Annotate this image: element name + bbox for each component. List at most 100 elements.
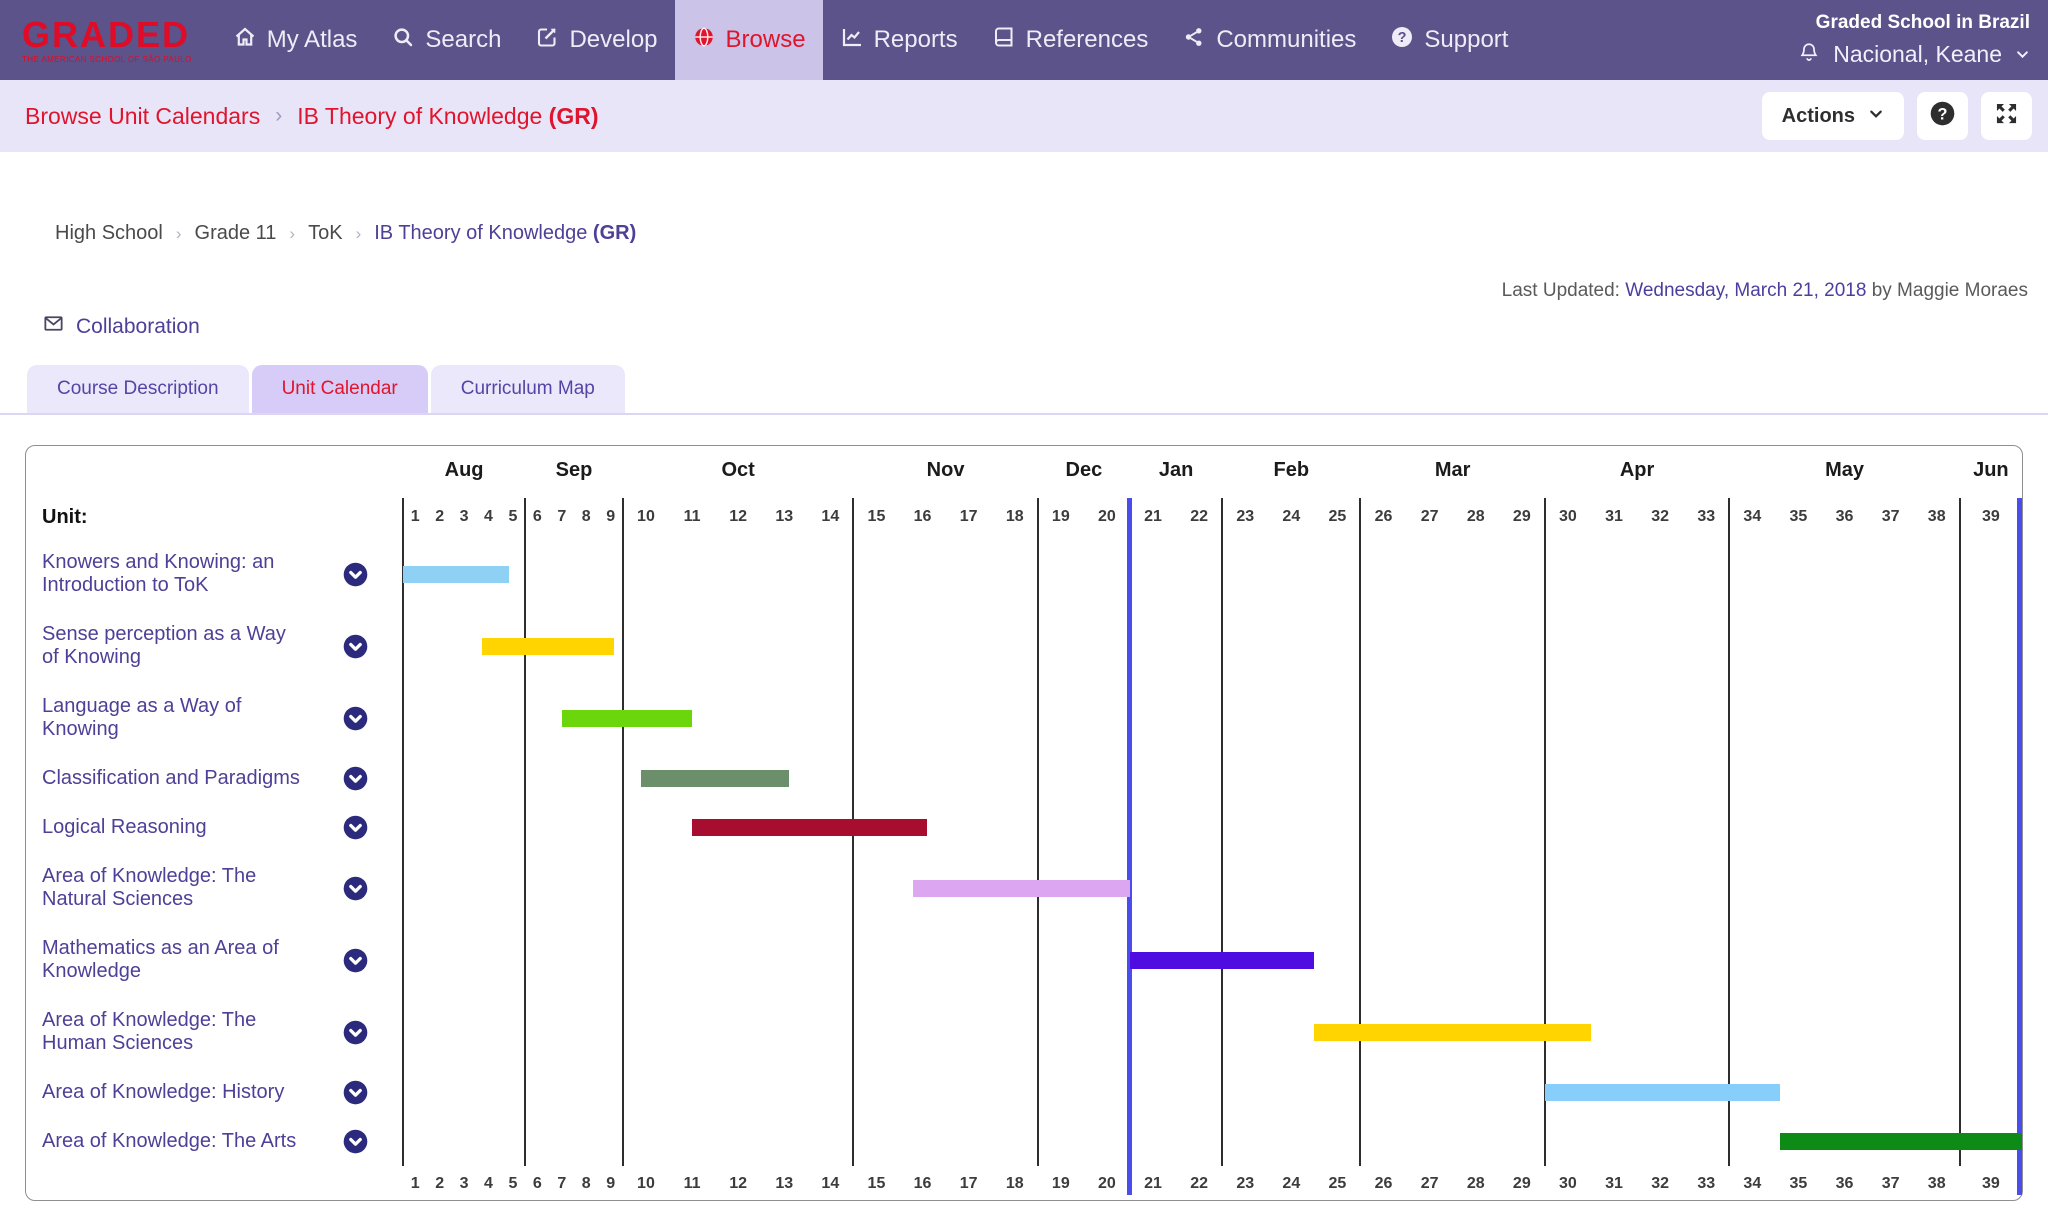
- home-icon: [233, 25, 257, 56]
- path-current-course: IB Theory of Knowledge (GR): [374, 222, 637, 244]
- chevron-circle-down-icon[interactable]: [342, 561, 369, 588]
- unit-name-link[interactable]: Area of Knowledge: The Human Sciences: [42, 1009, 257, 1054]
- nav-label: Develop: [569, 26, 658, 53]
- gantt-bar[interactable]: [1314, 1023, 1591, 1041]
- unit-name-link[interactable]: Knowers and Knowing: an Introduction to …: [42, 551, 275, 596]
- unit-name-link[interactable]: Mathematics as an Area of Knowledge: [42, 937, 279, 982]
- expand-arrows-icon: [1993, 100, 2020, 133]
- bell-icon[interactable]: [1798, 41, 1820, 69]
- actions-button[interactable]: Actions: [1761, 92, 1904, 140]
- month-gridline: [621, 498, 624, 1166]
- logo-tagline: THE AMERICAN SCHOOL OF SÃO PAULO: [22, 54, 192, 64]
- unit-calendar-gantt: Unit: Knowers and Knowing: an Introducti…: [25, 445, 2023, 1201]
- top-nav: GRADED THE AMERICAN SCHOOL OF SÃO PAULO …: [0, 0, 2048, 80]
- chevron-circle-down-icon[interactable]: [342, 1019, 369, 1046]
- nav-label: My Atlas: [266, 26, 358, 53]
- chevron-circle-down-icon[interactable]: [342, 633, 369, 660]
- path-separator: ›: [355, 223, 362, 243]
- week-numbers-footer-row: [26, 1166, 2022, 1200]
- nav-item-search[interactable]: Search: [374, 0, 518, 80]
- gantt-bar[interactable]: [641, 770, 789, 787]
- unit-row: Area of Knowledge: The Natural Sciences: [26, 852, 403, 924]
- breadcrumb-browse-unit-calendars[interactable]: Browse Unit Calendars: [25, 102, 261, 129]
- unit-name-link[interactable]: Classification and Paradigms: [42, 767, 300, 789]
- gantt-bar[interactable]: [1544, 1084, 1780, 1101]
- nav-item-communities[interactable]: Communities: [1165, 0, 1373, 80]
- unit-row: Logical Reasoning: [26, 803, 403, 852]
- unit-name-link[interactable]: Logical Reasoning: [42, 816, 207, 838]
- chevron-circle-down-icon[interactable]: [342, 814, 369, 841]
- user-name: Nacional, Keane: [1833, 41, 2002, 67]
- graded-logo[interactable]: GRADED THE AMERICAN SCHOOL OF SÃO PAULO: [0, 0, 216, 80]
- tabs-divider: [0, 413, 2048, 415]
- globe-icon: [692, 25, 716, 56]
- help-button[interactable]: ?: [1917, 92, 1968, 140]
- nav-item-develop[interactable]: Develop: [518, 0, 674, 80]
- chevron-circle-down-icon[interactable]: [342, 947, 369, 974]
- nav-item-support[interactable]: ? Support: [1373, 0, 1525, 80]
- gantt-bar[interactable]: [1779, 1133, 2022, 1150]
- unit-name-link[interactable]: Area of Knowledge: The Natural Sciences: [42, 865, 257, 910]
- question-circle-icon: ?: [1390, 25, 1414, 56]
- month-gridline: [1036, 498, 1039, 1166]
- unit-row: Area of Knowledge: History: [26, 1068, 403, 1117]
- unit-column-header: Unit:: [42, 506, 88, 528]
- nav-item-reports[interactable]: Reports: [823, 0, 975, 80]
- unit-name-link[interactable]: Area of Knowledge: History: [42, 1081, 285, 1103]
- tab-course-description[interactable]: Course Description: [27, 365, 249, 413]
- path-tok[interactable]: ToK: [308, 222, 343, 244]
- chevron-down-icon: [2015, 41, 2030, 68]
- breadcrumb-separator: ›: [275, 104, 283, 127]
- chart-end-marker: [2017, 498, 2022, 1195]
- nav-item-references[interactable]: References: [975, 0, 1166, 80]
- nav-item-browse[interactable]: Browse: [674, 0, 823, 80]
- course-path-breadcrumb: High School › Grade 11 › ToK › IB Theory of…: [55, 222, 636, 245]
- unit-rows: Knowers and Knowing: an Introduction to …: [26, 538, 403, 1166]
- nav-label: References: [1025, 26, 1149, 53]
- unit-name-link[interactable]: Language as a Way of Knowing: [42, 695, 242, 740]
- unit-row: Knowers and Knowing: an Introduction to …: [26, 538, 403, 610]
- month-gridline: [1221, 498, 1224, 1166]
- chevron-circle-down-icon[interactable]: [342, 1079, 369, 1106]
- share-icon: [1182, 25, 1206, 56]
- unit-name-link[interactable]: Sense perception as a Way of Knowing: [42, 623, 286, 668]
- last-updated-date-link[interactable]: Wednesday, March 21, 2018: [1625, 280, 1867, 301]
- svg-text:?: ?: [1938, 105, 1948, 123]
- school-name: Graded School in Brazil: [1815, 11, 2030, 33]
- unit-name-link[interactable]: Area of Knowledge: The Arts: [42, 1130, 297, 1152]
- gantt-bar[interactable]: [561, 709, 693, 727]
- tab-curriculum-map[interactable]: Curriculum Map: [430, 365, 625, 413]
- chevron-circle-down-icon[interactable]: [342, 705, 369, 732]
- chevron-circle-down-icon[interactable]: [342, 875, 369, 902]
- month-gridline: [1359, 498, 1362, 1166]
- week-numbers-header-row: Unit:: [26, 498, 2022, 538]
- search-icon: [391, 25, 415, 56]
- user-menu[interactable]: Nacional, Keane: [1798, 41, 2030, 69]
- breadcrumb-toolbar: Browse Unit Calendars › IB Theory of Kno…: [0, 80, 2048, 152]
- tab-unit-calendar[interactable]: Unit Calendar: [251, 365, 428, 413]
- months-header-row: [26, 446, 2022, 498]
- gantt-grid: Aug Sep Oct Nov Dec Jan Feb Mar Apr May Jun 1 1 2 2 3 3 4…: [402, 446, 2022, 1200]
- path-high-school[interactable]: High School: [55, 222, 163, 244]
- nav-menu: My Atlas Search Develop Browse Reports R…: [216, 0, 1526, 80]
- nav-label: Browse: [725, 26, 806, 53]
- content-header: High School › Grade 11 › ToK › IB Theory of…: [0, 152, 2048, 445]
- path-separator: ›: [175, 223, 182, 243]
- gantt-bar[interactable]: [482, 637, 615, 655]
- nav-label: Communities: [1216, 26, 1357, 53]
- gantt-bar[interactable]: [403, 565, 510, 583]
- unit-row: Classification and Paradigms: [26, 754, 403, 803]
- gantt-bar[interactable]: [1129, 951, 1315, 969]
- month-gridline: [524, 498, 527, 1166]
- path-grade-11[interactable]: Grade 11: [194, 222, 277, 244]
- chevron-circle-down-icon[interactable]: [342, 1128, 369, 1155]
- gantt-bar[interactable]: [692, 819, 928, 836]
- gantt-bar[interactable]: [913, 879, 1130, 897]
- logo-text: GRADED: [22, 13, 191, 55]
- fullscreen-button[interactable]: [1981, 92, 2032, 140]
- last-updated-prefix: Last Updated:: [1501, 280, 1620, 301]
- month-gridline: [1728, 498, 1731, 1166]
- nav-item-my-atlas[interactable]: My Atlas: [216, 0, 375, 80]
- chevron-circle-down-icon[interactable]: [342, 765, 369, 792]
- collaboration-link[interactable]: Collaboration: [42, 312, 200, 341]
